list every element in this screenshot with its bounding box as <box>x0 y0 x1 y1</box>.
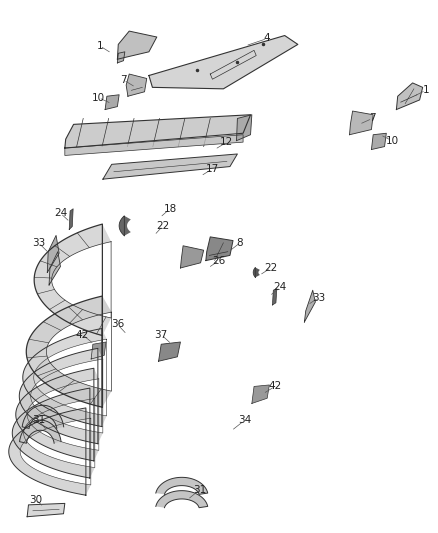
Text: 1: 1 <box>422 85 429 95</box>
Polygon shape <box>27 503 65 516</box>
Polygon shape <box>23 328 106 426</box>
Text: 8: 8 <box>237 238 244 248</box>
Polygon shape <box>65 115 251 148</box>
Polygon shape <box>350 111 373 135</box>
Text: 22: 22 <box>156 221 170 231</box>
Polygon shape <box>156 478 208 495</box>
Polygon shape <box>91 342 106 359</box>
Polygon shape <box>206 237 233 261</box>
Text: 30: 30 <box>29 495 42 505</box>
Polygon shape <box>180 246 204 268</box>
Polygon shape <box>117 31 157 59</box>
Polygon shape <box>117 52 125 63</box>
Text: 33: 33 <box>32 238 45 248</box>
Polygon shape <box>237 115 252 141</box>
Text: 24: 24 <box>274 282 287 292</box>
Text: 17: 17 <box>206 164 219 174</box>
Text: 7: 7 <box>120 75 127 85</box>
Polygon shape <box>34 224 111 336</box>
Polygon shape <box>19 349 103 444</box>
Text: 4: 4 <box>264 34 271 44</box>
Text: 36: 36 <box>111 319 124 329</box>
Text: 31: 31 <box>32 416 45 425</box>
Polygon shape <box>156 491 208 508</box>
Polygon shape <box>12 388 95 478</box>
Polygon shape <box>22 405 64 429</box>
Polygon shape <box>9 408 91 495</box>
Polygon shape <box>26 296 112 407</box>
Polygon shape <box>159 342 180 361</box>
Text: 10: 10 <box>385 136 399 146</box>
Polygon shape <box>49 252 60 285</box>
Text: 18: 18 <box>163 204 177 214</box>
Text: 34: 34 <box>238 416 251 425</box>
Text: 42: 42 <box>76 329 89 340</box>
Polygon shape <box>65 135 243 156</box>
Text: 37: 37 <box>155 329 168 340</box>
Polygon shape <box>47 236 59 272</box>
Text: 12: 12 <box>220 137 233 147</box>
Text: 33: 33 <box>312 293 325 303</box>
Polygon shape <box>20 420 61 443</box>
Text: 22: 22 <box>264 263 277 273</box>
Polygon shape <box>149 36 298 89</box>
Polygon shape <box>16 368 99 461</box>
Text: 26: 26 <box>212 256 226 265</box>
Polygon shape <box>103 154 237 179</box>
Polygon shape <box>304 290 315 322</box>
Text: 7: 7 <box>369 114 376 124</box>
Polygon shape <box>371 133 386 150</box>
Text: 10: 10 <box>92 93 105 103</box>
Polygon shape <box>252 385 269 403</box>
Polygon shape <box>253 268 260 277</box>
Polygon shape <box>272 289 277 305</box>
Text: 42: 42 <box>268 382 282 391</box>
Polygon shape <box>126 74 147 96</box>
Polygon shape <box>105 95 119 110</box>
Text: 1: 1 <box>96 41 103 51</box>
Polygon shape <box>119 216 131 236</box>
Text: 31: 31 <box>193 485 206 495</box>
Polygon shape <box>396 83 423 110</box>
Polygon shape <box>69 209 73 230</box>
Text: 24: 24 <box>54 208 67 218</box>
